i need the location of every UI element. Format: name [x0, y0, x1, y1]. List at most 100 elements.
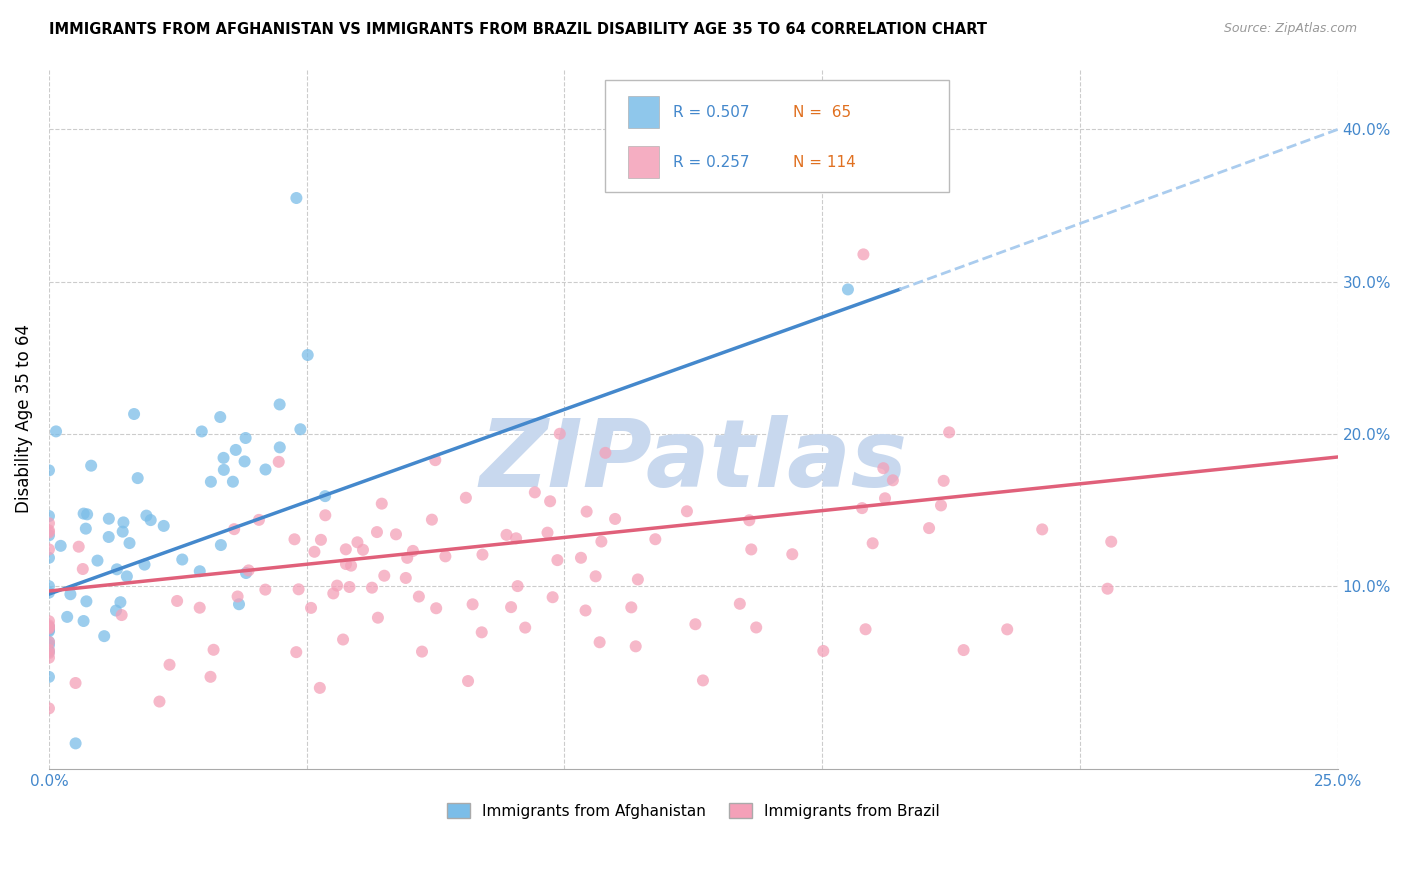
Point — [952, 643, 974, 657]
Point — [538, 494, 561, 508]
Point — [938, 425, 960, 440]
Point — [366, 525, 388, 540]
Point — [226, 590, 249, 604]
Point — [837, 282, 859, 296]
Point — [225, 442, 247, 457]
Point — [247, 513, 270, 527]
Point — [411, 644, 433, 658]
Point — [309, 533, 332, 547]
Point — [995, 623, 1018, 637]
Point — [38, 463, 60, 477]
Point — [65, 736, 87, 750]
Point — [38, 622, 60, 636]
Point — [585, 569, 607, 583]
Point — [172, 552, 194, 566]
Point — [852, 247, 875, 261]
Point — [287, 582, 309, 597]
Text: N =  65: N = 65 — [793, 105, 851, 120]
Point — [254, 582, 277, 597]
Point — [396, 550, 419, 565]
Point — [38, 528, 60, 542]
Point — [339, 580, 361, 594]
Point — [314, 489, 336, 503]
Point — [434, 549, 457, 564]
Point — [38, 635, 60, 649]
Point — [38, 525, 60, 540]
Point — [395, 571, 418, 585]
Point — [38, 614, 60, 628]
Point — [111, 524, 134, 539]
Point — [72, 614, 94, 628]
Point — [105, 562, 128, 576]
Point — [38, 579, 60, 593]
Point — [93, 629, 115, 643]
Point — [283, 533, 305, 547]
Point — [233, 454, 256, 468]
Point — [603, 512, 626, 526]
Point — [190, 425, 212, 439]
Point — [373, 568, 395, 582]
Point — [65, 676, 87, 690]
Point — [49, 539, 72, 553]
Point — [408, 590, 430, 604]
Point — [425, 601, 447, 615]
Point — [38, 642, 60, 657]
Point — [420, 513, 443, 527]
Point — [75, 522, 97, 536]
Point — [200, 475, 222, 489]
Point — [38, 585, 60, 599]
Point — [685, 617, 707, 632]
Point — [595, 446, 617, 460]
Point — [780, 547, 803, 561]
Point — [1031, 522, 1053, 536]
Point — [335, 542, 357, 557]
Point — [38, 516, 60, 531]
Point — [461, 597, 484, 611]
Point — [80, 458, 103, 473]
Point — [501, 600, 523, 615]
Point — [127, 471, 149, 485]
Point — [224, 522, 246, 536]
Point — [457, 674, 479, 689]
Point — [159, 657, 181, 672]
Legend: Immigrants from Afghanistan, Immigrants from Brazil: Immigrants from Afghanistan, Immigrants … — [441, 797, 946, 825]
Point — [299, 600, 322, 615]
Point — [290, 422, 312, 436]
Point — [135, 508, 157, 523]
Point — [546, 553, 568, 567]
Point — [285, 191, 308, 205]
Point — [471, 625, 494, 640]
Y-axis label: Disability Age 35 to 64: Disability Age 35 to 64 — [15, 325, 32, 514]
Point — [575, 505, 598, 519]
Point — [38, 623, 60, 637]
Point — [352, 542, 374, 557]
Point — [918, 521, 941, 535]
Point — [38, 620, 60, 634]
Point — [38, 620, 60, 634]
Point — [267, 455, 290, 469]
Point — [873, 491, 896, 506]
Point — [385, 527, 408, 541]
Point — [269, 397, 291, 411]
Point — [541, 591, 564, 605]
Point — [326, 579, 349, 593]
Point — [188, 600, 211, 615]
Point — [740, 542, 762, 557]
Point — [1099, 534, 1122, 549]
Point — [134, 558, 156, 572]
Point — [38, 701, 60, 715]
Point — [38, 638, 60, 652]
Point — [38, 650, 60, 665]
Point — [813, 644, 835, 658]
Point — [644, 532, 666, 546]
Point — [105, 603, 128, 617]
Point — [308, 681, 330, 695]
Point — [620, 600, 643, 615]
Point — [454, 491, 477, 505]
Point — [591, 534, 613, 549]
Point — [495, 528, 517, 542]
Point — [322, 586, 344, 600]
Point — [872, 461, 894, 475]
Text: ZIPatlas: ZIPatlas — [479, 415, 907, 507]
Point — [38, 509, 60, 524]
